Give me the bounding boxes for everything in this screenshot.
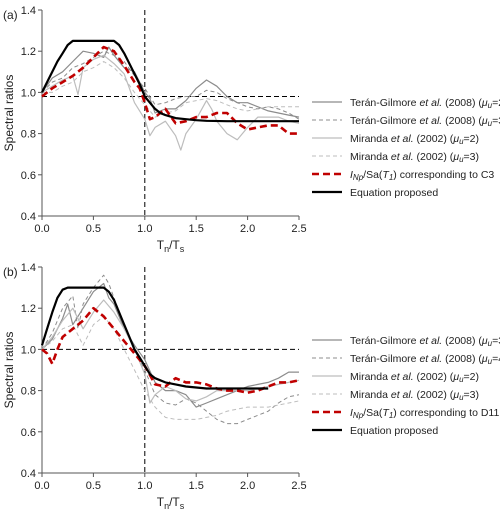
y-axis-label: Spectral ratios — [2, 332, 16, 409]
series-line-ter-n-gilmore-et-al-2008-u-4 — [41, 274, 300, 425]
legend-label: Miranda et al. (2002) (μu=2) — [350, 133, 479, 146]
panel-b: (b) 0.4 0.6 0.8 1.0 1.2 1.4 0.0 0.5 1.0 1.5 2.0 2.5 S… — [2, 262, 500, 511]
x-axis-label: Tn/Ts — [157, 495, 185, 511]
x-tick-label: 2.0 — [240, 480, 255, 492]
y-axis-label: Spectral ratios — [2, 75, 16, 152]
x-tick-label: 2.5 — [291, 480, 306, 492]
series-line-equation-proposed — [41, 39, 299, 123]
series-line-equation-proposed — [40, 286, 269, 390]
legend-label: Miranda et al. (2002) (μu=2) — [350, 371, 479, 384]
y-tick-label: 0.4 — [21, 211, 36, 223]
x-tick-label: 0.5 — [86, 223, 101, 235]
y-tick-label: 0.8 — [21, 386, 36, 398]
x-tick-label: 0.5 — [86, 480, 101, 492]
y-tick-label: 1.0 — [21, 344, 36, 356]
y-tick-label: 0.4 — [21, 468, 36, 480]
panel-label: (b) — [3, 265, 18, 279]
y-tick-label: 0.6 — [21, 170, 36, 182]
series-line-miranda-et-al-2002-u-3 — [42, 61, 299, 118]
legend-label: Miranda et al. (2002) (μu=3) — [350, 151, 479, 164]
y-tick-label: 1.2 — [21, 303, 36, 315]
y-tick-label: 1.4 — [21, 5, 36, 17]
series-line-ter-n-gilmore-et-al-2008-u-3 — [41, 50, 300, 120]
legend-label: Terán-Gilmore et al. (2008) (μu=4) — [350, 353, 500, 366]
panel-a: (a) 0.4 0.6 0.8 1.0 1.2 1.4 0.0 0.5 1.0 1.5 2.0 2.5 S… — [2, 5, 500, 254]
x-tick-label: 0.0 — [34, 480, 49, 492]
y-tick-label: 0.8 — [21, 129, 36, 141]
y-tick-label: 0.6 — [21, 427, 36, 439]
x-tick-label: 2.0 — [240, 223, 255, 235]
legend-label: INp/Sa(T1) corresponding to D11 — [350, 407, 499, 420]
panel-label: (a) — [3, 8, 18, 22]
series-line-miranda-et-al-2002-u-3 — [41, 315, 300, 420]
legend-label: Miranda et al. (2002) (μu=3) — [350, 389, 479, 402]
x-axis-label: Tn/Ts — [157, 238, 185, 254]
legend-label: Terán-Gilmore et al. (2008) (μu=3) — [350, 115, 500, 128]
x-tick-label: 1.0 — [137, 480, 152, 492]
x-tick-label: 1.0 — [137, 223, 152, 235]
legend-label: Terán-Gilmore et al. (2008) (μu=3) — [350, 335, 500, 348]
legend-label: Terán-Gilmore et al. (2008) (μu=2) — [350, 97, 500, 110]
y-tick-label: 1.0 — [21, 87, 36, 99]
series-line-inp-sa-t1-corresponding-to-d11 — [41, 306, 300, 395]
x-tick-label: 0.0 — [34, 223, 49, 235]
y-tick-label: 1.4 — [21, 262, 36, 274]
x-tick-label: 2.5 — [291, 223, 306, 235]
series-line-ter-n-gilmore-et-al-2008-u-2 — [41, 46, 300, 118]
x-tick-label: 1.5 — [189, 480, 204, 492]
legend-label: Equation proposed — [350, 187, 438, 199]
legend-label: INp/Sa(T1) corresponding to C3 — [350, 169, 494, 182]
y-tick-label: 1.2 — [21, 46, 36, 58]
x-tick-label: 1.5 — [189, 223, 204, 235]
legend-label: Equation proposed — [350, 425, 438, 437]
